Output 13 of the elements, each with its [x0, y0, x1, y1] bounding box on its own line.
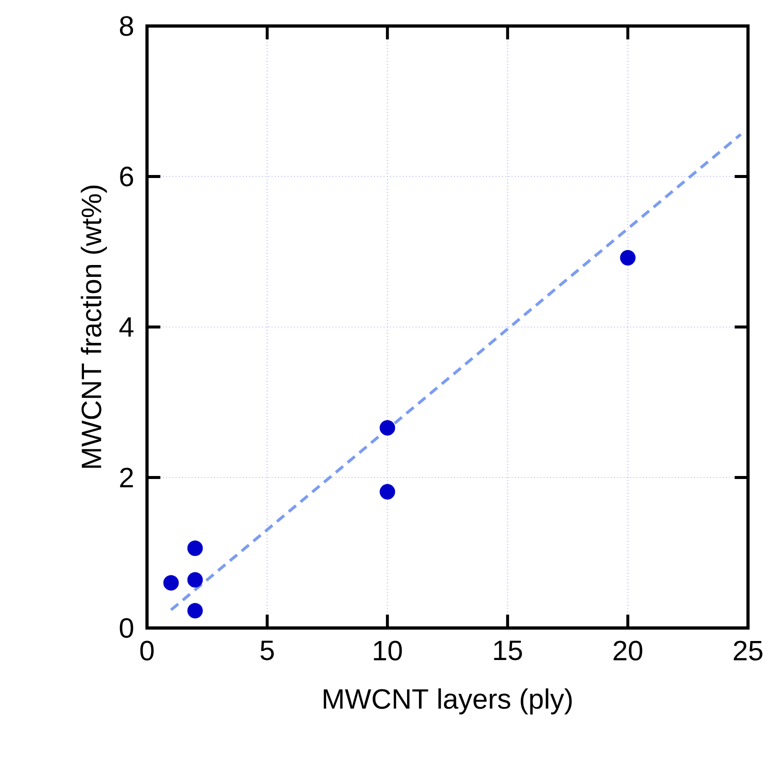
- y-axis-title: MWCNT fraction (wt%): [80, 186, 107, 468]
- x-tick-label: 15: [494, 640, 522, 660]
- x-axis-title: MWCNT layers (ply): [324, 688, 572, 714]
- x-tick-label: 5: [260, 640, 274, 660]
- y-tick-label: 2: [120, 468, 133, 488]
- x-tick-label: 0: [140, 640, 154, 661]
- x-tick-label: 10: [374, 640, 402, 661]
- y-tick-label: 8: [120, 16, 134, 36]
- y-tick-label: 6: [120, 166, 134, 186]
- x-tick-label: 20: [614, 640, 642, 661]
- x-tick-label: 25: [734, 640, 762, 661]
- y-tick-label: 0: [120, 618, 134, 638]
- y-tick-label: 4: [119, 317, 134, 337]
